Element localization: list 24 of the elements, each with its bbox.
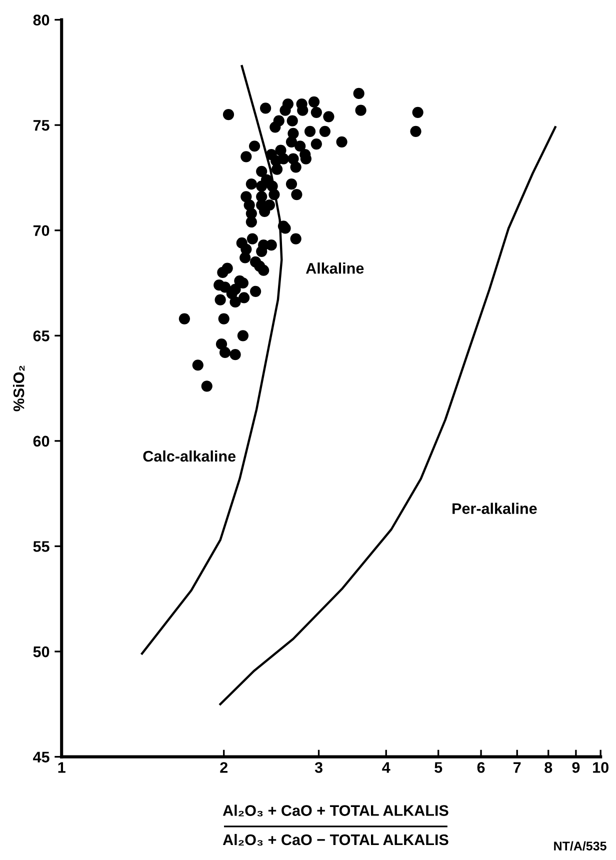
y-tick-label: 80 (33, 14, 50, 26)
annotation: Alkaline (306, 262, 364, 274)
y-tick-label: 55 (33, 541, 50, 552)
x-tick-label: 1 (58, 762, 66, 773)
x-tick-label: 2 (220, 762, 228, 773)
x-tick-label: 9 (572, 762, 580, 773)
x-tick-label: 4 (382, 762, 390, 773)
y-tick-label: 45 (33, 752, 50, 762)
annotation: Per-alkaline (452, 502, 537, 514)
y-tick-label: 60 (33, 436, 50, 447)
x-tick-label: 7 (514, 762, 521, 773)
x-axis-title: Al₂O₃ + CaO + TOTAL ALKALIS Al₂O₃ + CaO − TOTAL ALKALIS (222, 804, 448, 846)
text: NT/A/535 (554, 841, 606, 851)
y-tick-label: 50 (33, 646, 50, 658)
y-axis-title: %SiO₂ (13, 366, 25, 412)
y-tick-label: 75 (33, 120, 50, 131)
x-tick-label: 3 (314, 762, 322, 773)
x-tick-label: 8 (544, 762, 552, 773)
x-tick-label: 5 (434, 762, 442, 773)
y-tick-label: 65 (33, 330, 50, 342)
x-tick-label: 10 (593, 762, 608, 773)
annotation: Calc-alkaline (143, 450, 236, 462)
y-tick-label: 70 (33, 225, 50, 236)
x-tick-label: 6 (477, 762, 485, 773)
